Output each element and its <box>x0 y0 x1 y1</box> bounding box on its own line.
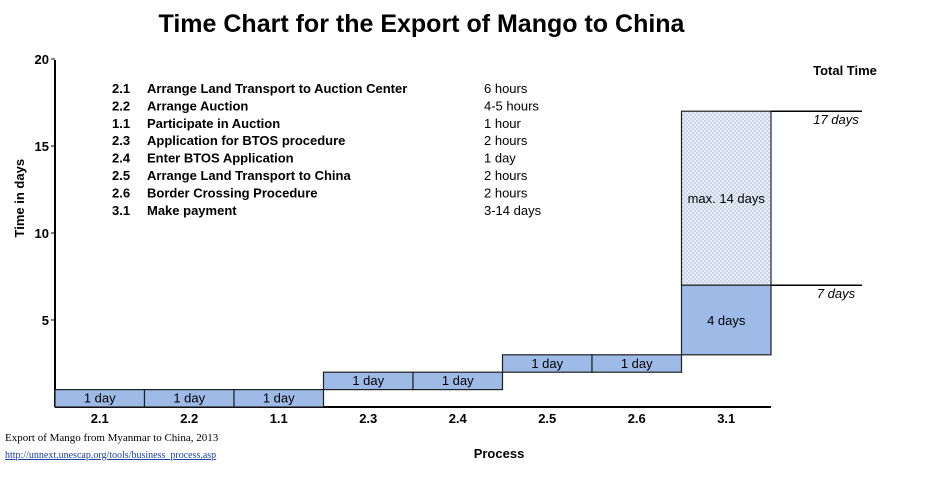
legend-code: 3.1 <box>112 203 130 218</box>
legend-code: 1.1 <box>112 116 130 131</box>
legend-duration: 4-5 hours <box>484 98 539 113</box>
legend-duration: 6 hours <box>484 81 528 96</box>
y-tick-label: 20 <box>35 52 49 67</box>
x-tick-label: 2.6 <box>628 411 646 426</box>
chart-title: Time Chart for the Export of Mango to Ch… <box>158 10 685 38</box>
legend-duration: 3-14 days <box>484 203 542 218</box>
y-axis-label: Time in days <box>12 159 27 238</box>
legend-code: 2.1 <box>112 81 130 96</box>
source-note: Export of Mango from Myanmar to China, 2… <box>5 432 219 444</box>
x-axis-label: Process <box>474 446 525 461</box>
legend-name: Application for BTOS procedure <box>147 133 345 148</box>
legend-code: 2.6 <box>112 185 130 200</box>
bar <box>591 354 683 373</box>
bar-label: 1 day <box>263 391 295 406</box>
bar-label: 1 day <box>173 391 205 406</box>
x-tick-label: 2.5 <box>538 411 556 426</box>
bar <box>412 371 504 391</box>
bar-label: 1 day <box>352 373 384 388</box>
bar <box>680 284 772 356</box>
x-tick-label: 2.1 <box>91 411 109 426</box>
legend-name: Make payment <box>147 203 237 218</box>
x-tick-label: 2.3 <box>359 411 377 426</box>
legend-code: 2.4 <box>112 151 131 166</box>
x-tick-label: 2.4 <box>449 411 468 426</box>
y-tick-label: 10 <box>35 226 49 241</box>
bar-label: 1 day <box>84 391 116 406</box>
legend-name: Arrange Land Transport to China <box>147 168 351 183</box>
legend-duration: 1 day <box>484 151 516 166</box>
legend-duration: 2 hours <box>484 185 528 200</box>
bar-label: 1 day <box>621 356 653 371</box>
y-tick-label: 5 <box>42 313 49 328</box>
bar-label: 1 day <box>442 373 474 388</box>
x-tick-label: 2.2 <box>180 411 198 426</box>
legend-name: Arrange Auction <box>147 98 248 113</box>
extension-bar-label: max. 14 days <box>688 191 766 206</box>
source-link[interactable]: http://unnext.unescap.org/tools/business… <box>5 450 217 461</box>
bar-label: 4 days <box>707 313 746 328</box>
legend-code: 2.5 <box>112 168 130 183</box>
x-tick-label: 1.1 <box>270 411 288 426</box>
legend-code: 2.2 <box>112 98 130 113</box>
legend-name: Participate in Auction <box>147 116 280 131</box>
x-tick-label: 3.1 <box>717 411 735 426</box>
bar-label: 1 day <box>531 356 563 371</box>
legend-duration: 1 hour <box>484 116 522 131</box>
legend-name: Arrange Land Transport to Auction Center <box>147 81 407 96</box>
legend-name: Enter BTOS Application <box>147 151 294 166</box>
legend-name: Border Crossing Procedure <box>147 185 318 200</box>
total-marker-label: 7 days <box>817 286 856 301</box>
total-marker-label: 17 days <box>813 112 859 127</box>
legend-duration: 2 hours <box>484 168 528 183</box>
legend-code: 2.3 <box>112 133 130 148</box>
legend-duration: 2 hours <box>484 133 528 148</box>
bar <box>233 389 325 408</box>
total-time-header: Total Time <box>813 63 877 78</box>
extension-bar <box>680 110 772 286</box>
y-tick-label: 15 <box>35 139 49 154</box>
